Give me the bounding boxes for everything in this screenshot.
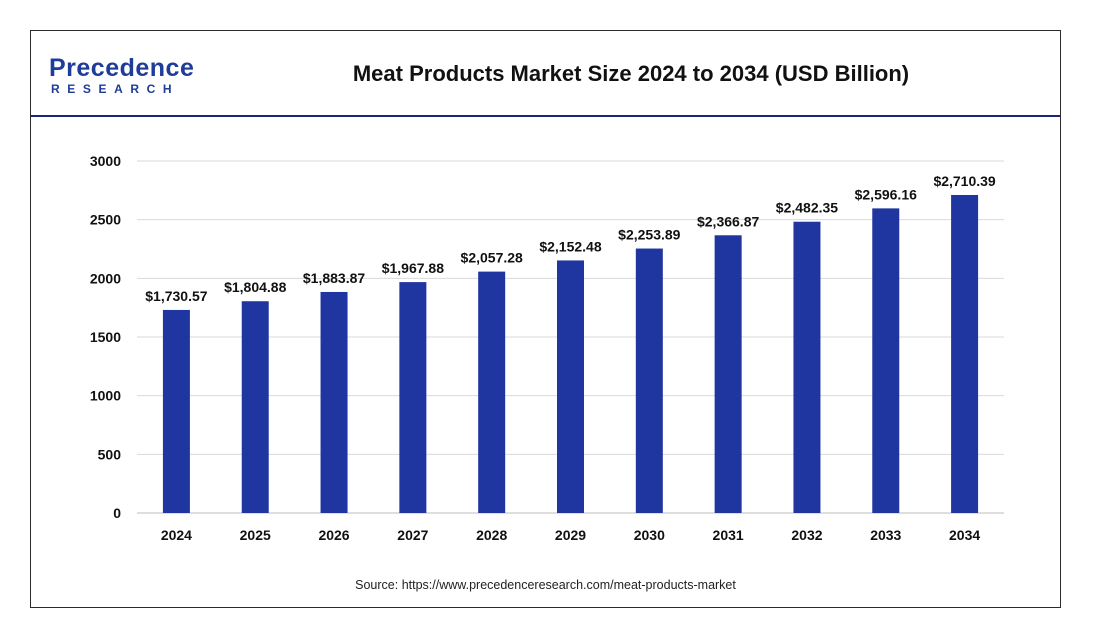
precedence-research-logo: Precedence RESEARCH <box>49 55 219 101</box>
bar <box>478 271 506 513</box>
x-tick-label: 2024 <box>161 527 192 543</box>
x-tick-label: 2033 <box>870 527 901 543</box>
x-tick-label: 2026 <box>318 527 349 543</box>
y-tick-label: 3000 <box>90 153 121 169</box>
logo-subtitle: RESEARCH <box>51 82 180 96</box>
x-tick-label: 2034 <box>949 527 980 543</box>
x-tick-label: 2031 <box>713 527 744 543</box>
data-label: $2,366.87 <box>697 213 759 229</box>
bar <box>793 221 821 513</box>
bar <box>714 235 742 514</box>
y-tick-label: 0 <box>113 505 121 521</box>
data-label: $2,710.39 <box>933 173 995 189</box>
data-label: $2,057.28 <box>461 250 523 266</box>
y-tick-label: 2500 <box>90 212 121 228</box>
x-tick-label: 2028 <box>476 527 507 543</box>
data-label: $2,253.89 <box>618 227 680 243</box>
data-label: $2,152.48 <box>539 238 601 254</box>
logo-wordmark: Precedence <box>49 54 195 82</box>
y-tick-label: 1500 <box>90 329 121 345</box>
bar <box>399 282 427 513</box>
data-label: $1,804.88 <box>224 279 286 295</box>
y-tick-label: 500 <box>98 446 122 462</box>
x-tick-label: 2030 <box>634 527 665 543</box>
x-tick-label: 2027 <box>397 527 428 543</box>
bar <box>872 208 900 513</box>
x-tick-label: 2025 <box>240 527 271 543</box>
data-label: $1,730.57 <box>145 288 207 304</box>
data-label: $2,596.16 <box>855 186 917 202</box>
bar <box>635 248 663 513</box>
chart-title: Meat Products Market Size 2024 to 2034 (… <box>352 61 910 86</box>
bar <box>162 309 190 513</box>
header: Precedence RESEARCH Meat Products Market… <box>31 31 1060 117</box>
x-tick-label: 2032 <box>791 527 822 543</box>
bar <box>320 291 348 513</box>
data-label: $2,482.35 <box>776 200 838 216</box>
data-label: $1,967.88 <box>382 260 444 276</box>
data-label: $1,883.87 <box>303 270 365 286</box>
y-tick-label: 1000 <box>90 388 121 404</box>
bar <box>951 194 979 514</box>
y-tick-label: 2000 <box>90 270 121 286</box>
x-tick-label: 2029 <box>555 527 586 543</box>
bar <box>557 260 584 513</box>
bar <box>241 301 269 513</box>
